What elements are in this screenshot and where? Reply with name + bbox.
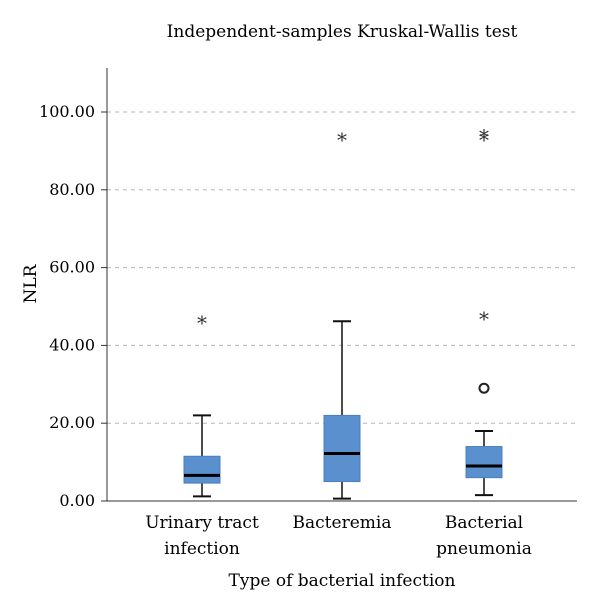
y-tick-label: 40.00 <box>49 335 95 354</box>
mild-outlier <box>478 382 490 394</box>
y-tick-label: 0.00 <box>59 491 95 510</box>
extreme-outlier: * <box>479 124 489 148</box>
y-tick-label: 20.00 <box>49 413 95 432</box>
box-group: * <box>183 311 221 498</box>
box <box>323 414 361 483</box>
x-category-label: Bacteremia <box>293 513 392 533</box>
x-category-label: infection <box>164 539 240 559</box>
boxes-group: ***** <box>183 124 503 500</box>
y-axis-label: NLR <box>21 263 41 303</box>
x-category-label: Bacterial <box>445 513 523 533</box>
x-category-label: Urinary tract <box>145 513 259 533</box>
x-category-label: pneumonia <box>436 539 532 559</box>
box-group: *** <box>465 124 503 497</box>
box <box>183 455 221 484</box>
box-group: * <box>323 128 361 500</box>
box <box>465 446 503 479</box>
y-tick-label: 80.00 <box>49 180 95 199</box>
extreme-outlier: * <box>479 307 489 331</box>
chart-title: Independent-samples Kruskal-Wallis test <box>167 22 518 42</box>
extreme-outlier: * <box>479 128 489 152</box>
x-axis-label: Type of bacterial infection <box>229 571 456 591</box>
y-tick-label: 100.00 <box>39 102 95 121</box>
extreme-outlier: * <box>197 311 207 335</box>
extreme-outlier: * <box>337 128 347 152</box>
y-axis-ticks: 0.00 20.00 40.00 60.00 80.00 100.00 <box>39 102 107 510</box>
x-axis-categories: Urinary tract infection Bacteremia Bacteria… <box>145 513 532 559</box>
y-tick-label: 60.00 <box>49 258 95 277</box>
